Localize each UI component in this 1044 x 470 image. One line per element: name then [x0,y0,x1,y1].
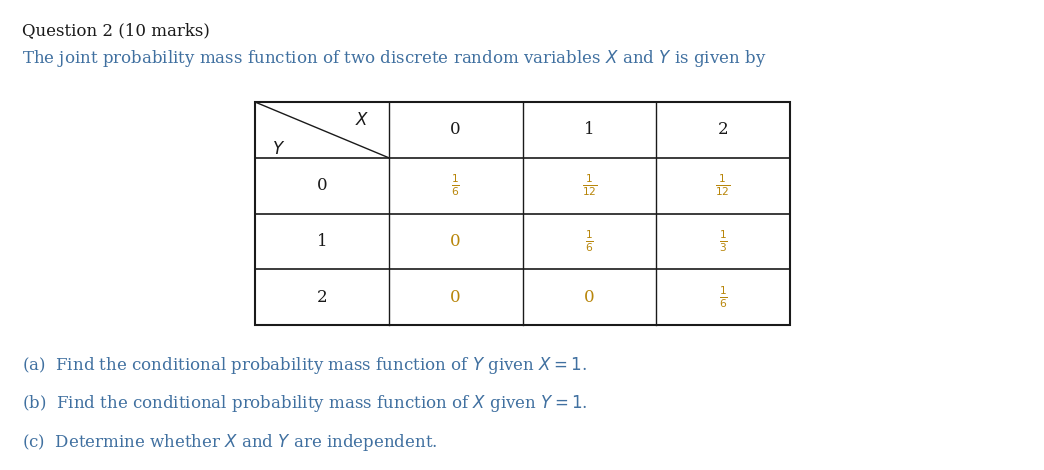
Text: 2: 2 [718,121,729,138]
Text: 1: 1 [316,233,327,250]
Text: $\frac{1}{3}$: $\frac{1}{3}$ [718,228,728,254]
Text: $\frac{1}{6}$: $\frac{1}{6}$ [451,173,460,198]
Text: $\frac{1}{6}$: $\frac{1}{6}$ [718,284,728,310]
Text: $\frac{1}{12}$: $\frac{1}{12}$ [715,173,731,198]
Text: $X$: $X$ [355,112,370,129]
Text: 2: 2 [316,289,327,306]
Text: 0: 0 [450,289,461,306]
Text: The joint probability mass function of two discrete random variables $X$ and $Y$: The joint probability mass function of t… [22,48,766,69]
Text: 0: 0 [316,177,327,194]
Text: (b)  Find the conditional probability mass function of $X$ given $Y = 1$.: (b) Find the conditional probability mas… [22,393,588,414]
Text: $\frac{1}{12}$: $\frac{1}{12}$ [582,173,597,198]
Bar [255,102,790,325]
Text: $\frac{1}{6}$: $\frac{1}{6}$ [585,228,594,254]
Text: 1: 1 [584,121,595,138]
Text: (c)  Determine whether $X$ and $Y$ are independent.: (c) Determine whether $X$ and $Y$ are in… [22,432,437,453]
Text: 0: 0 [450,233,461,250]
Text: Question 2 (10 marks): Question 2 (10 marks) [22,22,210,39]
Text: 0: 0 [450,121,461,138]
Text: (a)  Find the conditional probability mass function of $Y$ given $X = 1$.: (a) Find the conditional probability mas… [22,355,587,376]
Text: 0: 0 [584,289,595,306]
Text: $Y$: $Y$ [272,141,286,158]
